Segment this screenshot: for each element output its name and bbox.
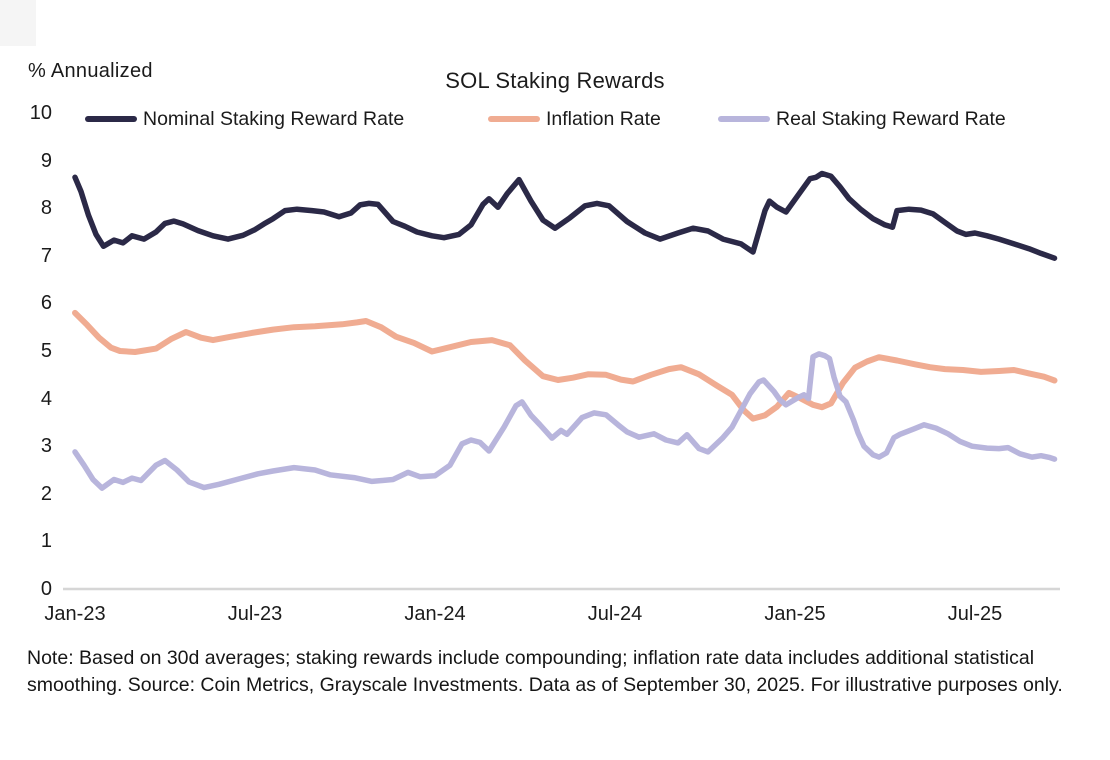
inflation-rate-line (72, 309, 1058, 422)
legend-item-inflation-rate: Inflation Rate (488, 106, 661, 132)
nominal-staking-reward-rate-line (72, 170, 1058, 261)
y-axis-tick-label-4: 4 (40, 388, 52, 410)
y-axis-tick-label-3: 3 (40, 435, 52, 457)
x-axis-tick-label-jan-25: Jan-25 (764, 603, 826, 625)
y-axis-tick-label-9: 9 (40, 150, 52, 172)
footnote-text: Note: Based on 30d averages; staking rew… (27, 647, 1063, 696)
legend-label-nominal: Nominal Staking Reward Rate (143, 107, 405, 130)
real-staking-reward-rate-line (72, 351, 1058, 491)
y-axis-tick-label-2: 2 (40, 483, 52, 505)
x-axis-tick-label-jan-24: Jan-24 (404, 603, 466, 625)
x-axis-tick-label-jul-24: Jul-24 (587, 603, 643, 625)
x-axis-tick-label-jan-23: Jan-23 (44, 603, 106, 625)
x-axis-tick-label-jul-23: Jul-23 (227, 603, 283, 625)
y-axis-tick-label-5: 5 (40, 340, 52, 362)
y-axis-tick-label-0: 0 (40, 578, 52, 600)
y-axis-tick-label-7: 7 (40, 245, 52, 267)
y-axis-tick-label-6: 6 (40, 292, 52, 314)
real-line-swatch-icon (718, 116, 770, 122)
nominal-line-swatch-icon (85, 116, 137, 122)
legend-label-real: Real Staking Reward Rate (776, 107, 1006, 130)
legend-item-real-staking-reward-rate: Real Staking Reward Rate (718, 106, 1006, 132)
y-axis-tick-label-1: 1 (40, 530, 52, 552)
y-axis-tick-label-10: 10 (29, 102, 52, 124)
legend-item-nominal-staking-reward-rate: Nominal Staking Reward Rate (85, 106, 404, 132)
legend-label-inflation: Inflation Rate (546, 107, 661, 130)
chart-title: SOL Staking Rewards (445, 68, 665, 93)
inflation-line-swatch-icon (488, 116, 540, 122)
y-axis-tick-label-8: 8 (40, 197, 52, 219)
x-axis-tick-label-jul-25: Jul-25 (947, 603, 1003, 625)
y-axis-unit-label: % Annualized (28, 60, 153, 82)
background-corner-patch (0, 0, 36, 46)
